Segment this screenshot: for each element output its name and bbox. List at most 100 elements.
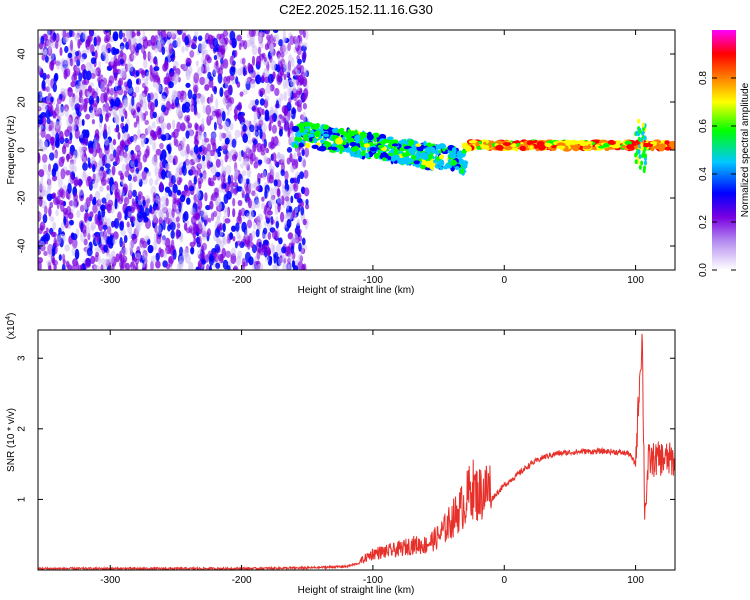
heatmap-cell [296,192,302,200]
heatmap-cell [360,151,366,156]
heatmap-cell [174,96,180,107]
heatmap-cell [92,196,97,205]
heatmap-cell [190,247,195,255]
heatmap-cell [43,140,48,151]
heatmap-cell [290,78,296,88]
heatmap-cell [73,176,79,187]
heatmap-cell [172,119,176,130]
heatmap-cell [241,264,245,270]
heatmap-cell [164,237,171,248]
heatmap-cell [228,156,232,162]
heatmap-cell [295,75,300,86]
heatmap-cell [122,183,129,194]
heatmap-cell [168,189,173,197]
heatmap-cell [104,54,109,64]
heatmap-cell [644,160,647,166]
heatmap-cell [177,110,184,121]
heatmap-cell [38,233,41,241]
heatmap-cell [290,195,294,204]
heatmap-cell [106,83,110,93]
heatmap-cell [201,55,206,65]
heatmap-cell [462,162,468,169]
heatmap-cell [111,46,117,56]
heatmap-cell [241,57,246,65]
heatmap-cell [109,87,114,96]
heatmap-cell [98,168,102,177]
heatmap-cell [43,48,48,56]
heatmap-cell [232,235,236,242]
heatmap-cell [238,114,244,122]
heatmap-cell [227,174,231,185]
heatmap-cell [201,230,207,241]
heatmap-cell [144,128,149,136]
heatmap-cell [46,244,53,250]
heatmap-cell [185,130,190,139]
heatmap-cell [141,100,148,111]
heatmap-cell [664,146,672,151]
heatmap-cell [200,159,206,171]
heatmap-cell [230,187,235,194]
heatmap-cell [69,161,75,172]
heatmap-cell [198,43,204,52]
heatmap-cell [93,99,99,108]
heatmap-cell [52,163,59,172]
heatmap-cell [193,212,199,219]
heatmap-cell [281,36,288,42]
heatmap-cell [92,164,96,173]
heatmap-cell [46,95,51,103]
heatmap-cell [226,190,232,200]
heatmap-cell [74,248,80,260]
heatmap-cell [640,145,644,151]
heatmap-cell [106,265,110,270]
heatmap-cell [144,235,150,242]
heatmap-cell [276,256,281,266]
heatmap-cell [155,252,160,262]
heatmap-cell [42,190,48,197]
heatmap-cell [55,40,59,49]
heatmap-cell [161,95,167,102]
heatmap-cell [229,232,234,240]
heatmap-cell [64,45,69,54]
heatmap-cell [60,103,64,113]
heatmap-cell [229,66,236,76]
heatmap-cell [99,113,104,124]
heatmap-cell [115,114,120,125]
heatmap-cell [130,42,134,52]
heatmap-cell [216,216,221,227]
heatmap-cell [355,140,360,144]
heatmap-cell [47,180,52,190]
heatmap-cell [305,198,309,206]
heatmap-cell [197,190,204,201]
heatmap-cell [155,260,161,269]
heatmap-cell [158,223,163,233]
heatmap-cell [185,159,192,170]
heatmap-cell [302,111,307,123]
heatmap-cell [86,46,91,54]
heatmap-cell [58,106,65,117]
heatmap-cell [255,74,262,85]
heatmap-cell [66,61,70,69]
heatmap-cell [136,246,141,253]
heatmap-cell [295,147,300,154]
heatmap-cell [290,237,296,244]
heatmap-cell [240,66,243,76]
heatmap-cell [503,145,513,151]
heatmap-cell [94,190,101,200]
heatmap-cell [260,42,264,49]
heatmap-cell [55,59,61,70]
heatmap-cell [419,146,424,152]
y-tick-label: 1 [17,496,28,502]
spectrogram-panel: -300 -200 -100 0 100 40 20 0 -20 -40 Height of s… [6,29,676,296]
heatmap-cell [108,253,114,264]
heatmap-cell [252,131,259,137]
heatmap-cell [273,34,277,40]
heatmap-cell [175,216,180,223]
heatmap-cell [140,44,146,54]
heatmap-cell [292,233,299,244]
heatmap-cell [97,170,104,179]
heatmap-cell [101,44,107,55]
heatmap-cell [115,253,120,263]
heatmap-cell [100,204,106,211]
colorbar-gradient [712,30,736,270]
heatmap-cell [373,137,377,143]
